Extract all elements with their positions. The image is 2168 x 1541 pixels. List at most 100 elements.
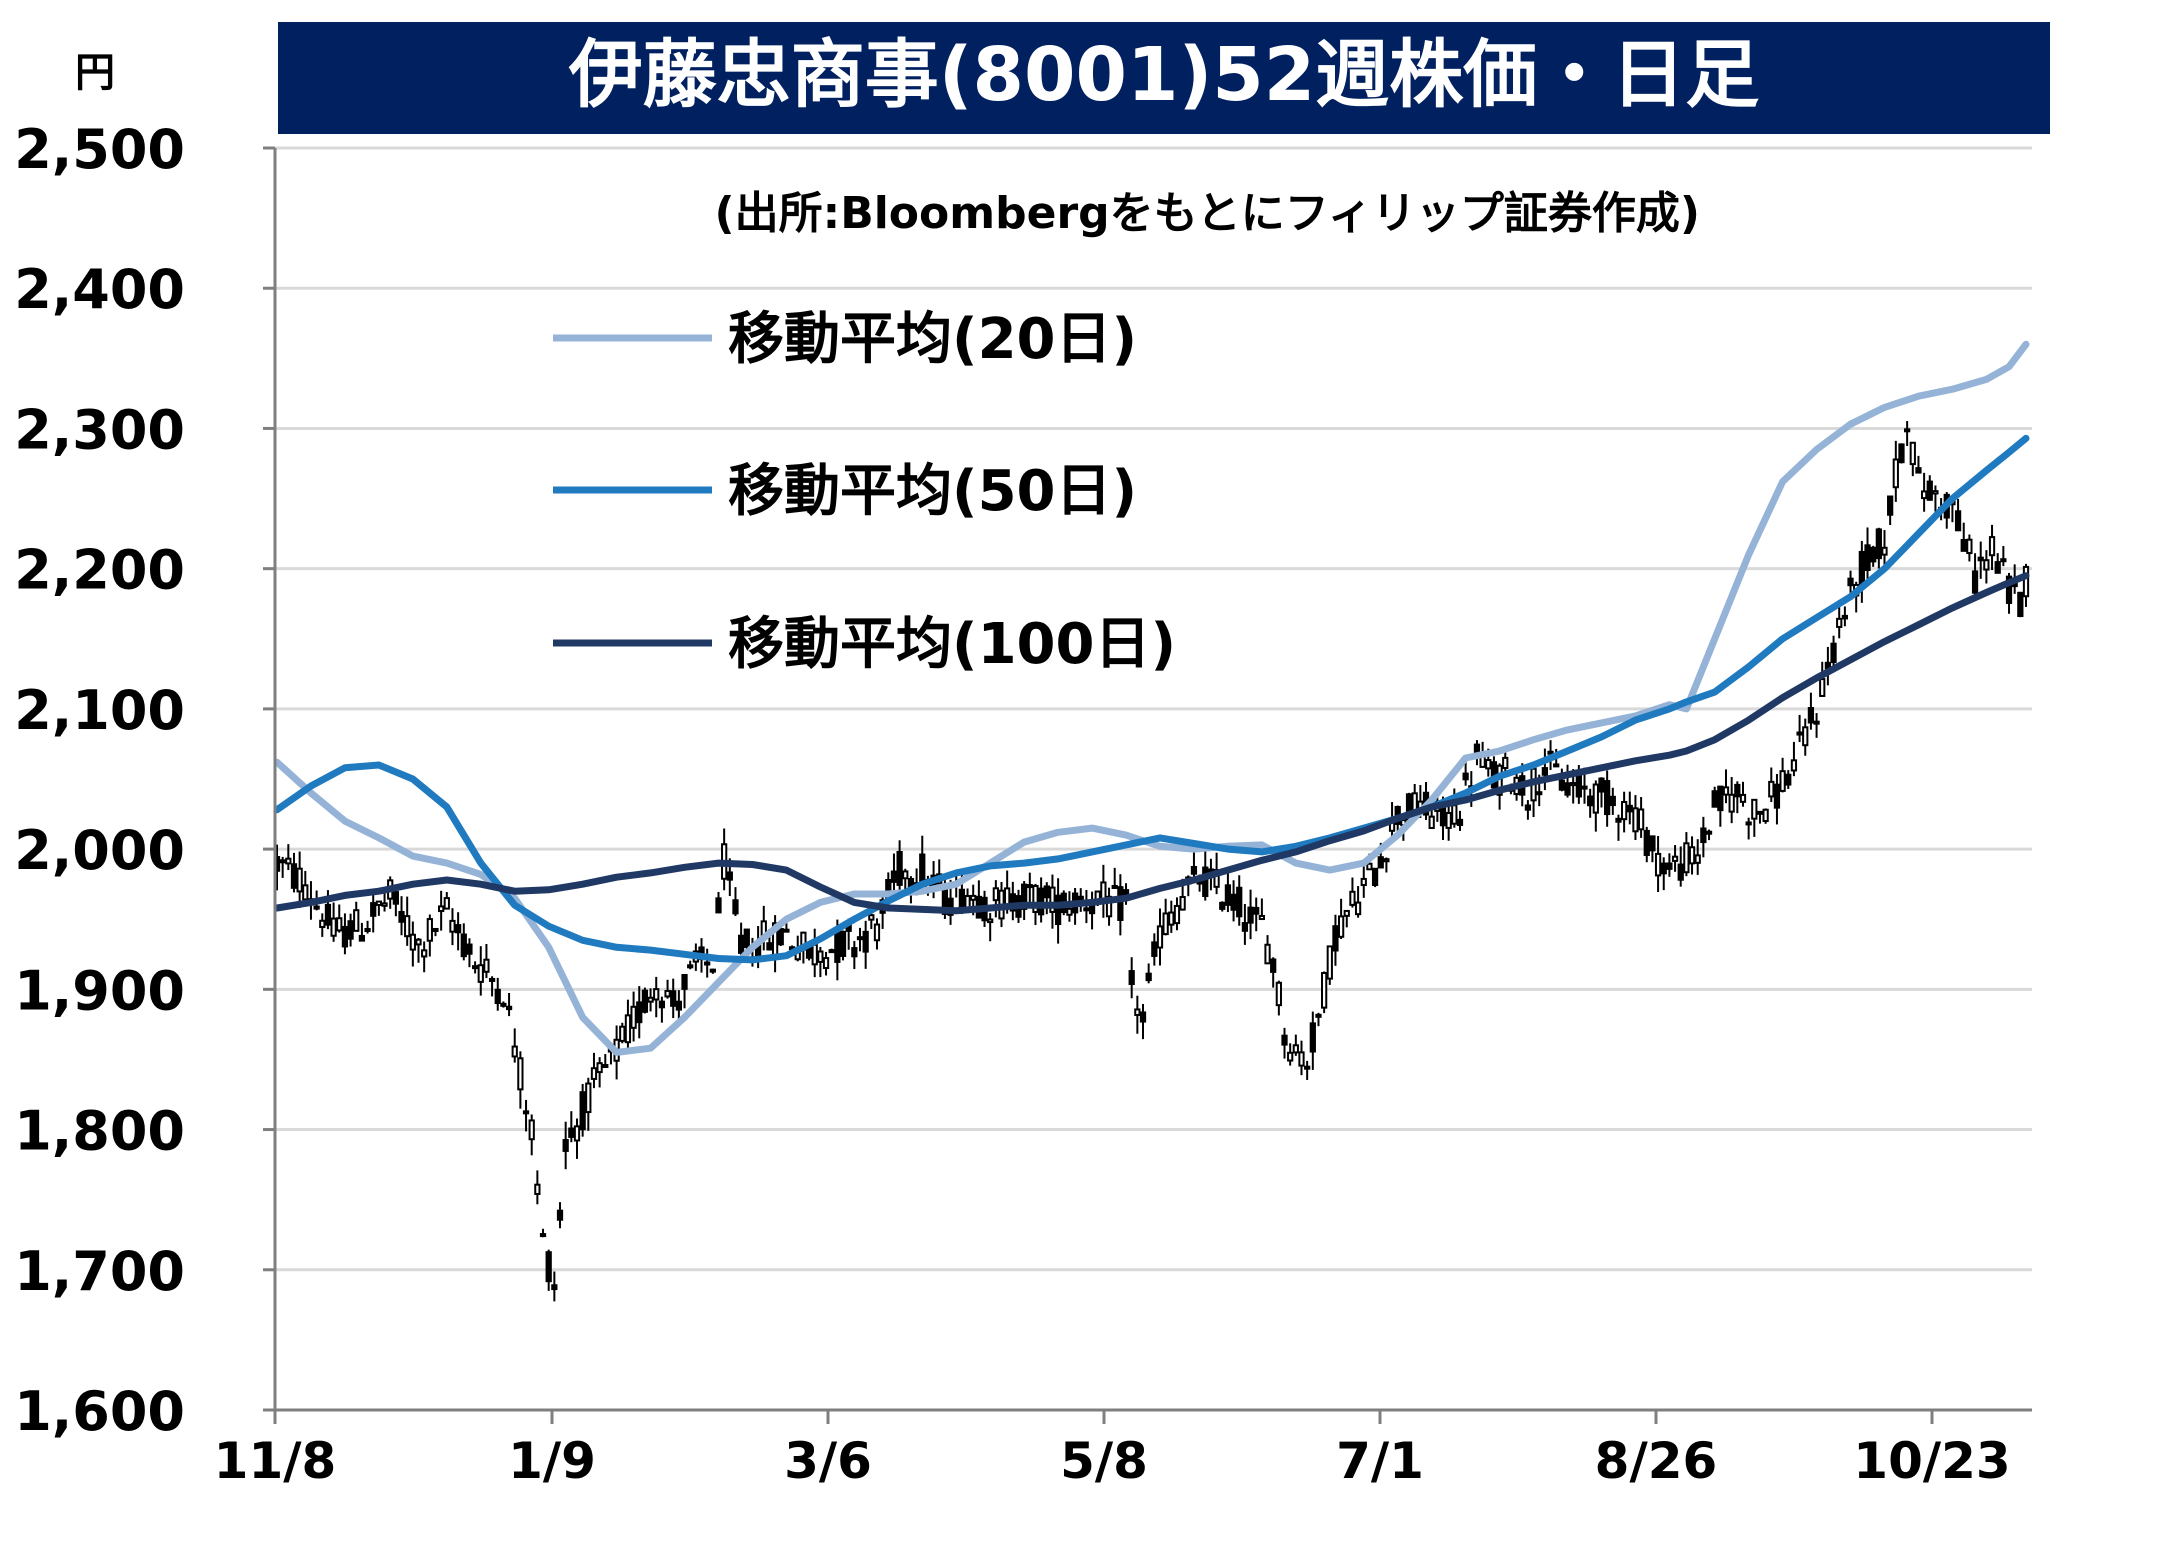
candle-body	[1847, 577, 1854, 587]
candle-body	[1773, 783, 1781, 809]
candle-body	[534, 1183, 541, 1195]
candle-body	[551, 1284, 558, 1291]
candle-body	[522, 1110, 530, 1115]
candle-body	[364, 928, 371, 933]
x-tick-label: 3/6	[784, 1432, 872, 1490]
candle-body	[1502, 756, 1509, 769]
candle-body	[1349, 890, 1356, 906]
candle-body	[1654, 852, 1662, 877]
x-tick-label: 5/8	[1060, 1432, 1148, 1490]
candle-body	[1117, 886, 1124, 921]
candle-body	[1881, 546, 1888, 556]
candle-body	[1858, 550, 1865, 587]
candle-body	[647, 996, 654, 1003]
candle-body	[1626, 804, 1633, 813]
candle-body	[1841, 614, 1848, 620]
candle-body	[828, 949, 835, 954]
candle-body	[1054, 894, 1062, 926]
candle-body	[715, 897, 722, 914]
candle-body	[438, 905, 445, 913]
candle-body	[1960, 539, 1967, 552]
candle-body	[545, 1251, 552, 1283]
candle-body	[839, 930, 847, 957]
ma-line-2	[273, 572, 2030, 915]
candle-body	[347, 920, 354, 940]
ma-line-0	[273, 340, 2030, 1056]
candle-body	[1236, 886, 1243, 918]
candle-body	[573, 1125, 581, 1142]
candle-body	[834, 928, 841, 963]
candle-body	[1807, 707, 1815, 724]
candle-body	[1722, 786, 1730, 796]
candle-body	[1570, 782, 1577, 787]
candle-body	[1524, 804, 1532, 811]
candle-body	[1802, 726, 1809, 747]
x-tick-label: 7/1	[1336, 1432, 1424, 1490]
candle-body	[1066, 907, 1073, 916]
candle-body	[341, 925, 349, 948]
candle-body	[1813, 720, 1820, 725]
candle-body	[1173, 904, 1181, 925]
candle-body	[947, 897, 954, 916]
candle-body	[466, 943, 473, 955]
candle-body	[738, 934, 745, 954]
candle-body	[302, 884, 309, 901]
candle-body	[1292, 1044, 1299, 1054]
candle-body	[1083, 907, 1090, 912]
candle-body	[1977, 556, 1984, 562]
candle-body	[494, 988, 501, 1005]
candle-body	[1151, 941, 1158, 957]
candle-body	[1898, 443, 1905, 464]
candle-body	[743, 928, 750, 948]
candle-body	[488, 977, 496, 982]
candle-body	[624, 1014, 632, 1044]
candle-body	[1473, 743, 1481, 754]
candle-body	[1558, 779, 1565, 791]
candle-body	[1971, 570, 1979, 594]
y-tick-label: 1,700	[14, 1240, 185, 1303]
candle-body	[1983, 559, 1990, 571]
candle-body	[811, 943, 818, 966]
candle-body	[556, 1209, 564, 1221]
candle-body	[279, 859, 286, 864]
candle-body	[1830, 642, 1837, 664]
candle-body	[992, 887, 999, 902]
candle-body	[1179, 896, 1186, 911]
candle-body	[919, 853, 926, 883]
candle-body	[1287, 1051, 1294, 1062]
candle-body	[1966, 538, 1973, 555]
candle-body	[1304, 1065, 1311, 1070]
candle-body	[1643, 829, 1650, 856]
candle-body	[1819, 678, 1826, 697]
candle-body	[1598, 777, 1605, 793]
candle-body	[1864, 544, 1871, 571]
candle-body	[1637, 808, 1645, 831]
title-banner	[278, 22, 2050, 134]
y-tick-label: 2,000	[14, 819, 185, 882]
candle-body	[432, 927, 439, 932]
candle-body	[421, 949, 428, 958]
candle-body	[1768, 780, 1775, 798]
candle-body	[1683, 842, 1690, 874]
candle-body	[1779, 770, 1786, 792]
legend-label-2: 移動平均(100日)	[728, 612, 1176, 677]
y-tick-label: 1,800	[14, 1100, 185, 1163]
candle-body	[1796, 731, 1803, 736]
moving-average-lines	[273, 340, 2030, 1056]
candle-body	[1739, 793, 1747, 803]
candle-body	[1547, 750, 1554, 755]
candle-body	[1275, 981, 1282, 1007]
candle-body	[896, 850, 903, 886]
candle-body	[1366, 862, 1373, 871]
candle-body	[1230, 893, 1237, 911]
candle-body	[1592, 783, 1599, 814]
y-unit-label: 円	[75, 50, 115, 96]
candle-body	[1541, 767, 1549, 776]
candle-body	[1049, 886, 1056, 913]
candle-body	[585, 1082, 592, 1114]
candle-body	[1241, 922, 1249, 932]
candle-body	[1785, 773, 1792, 786]
candle-body	[460, 933, 467, 958]
